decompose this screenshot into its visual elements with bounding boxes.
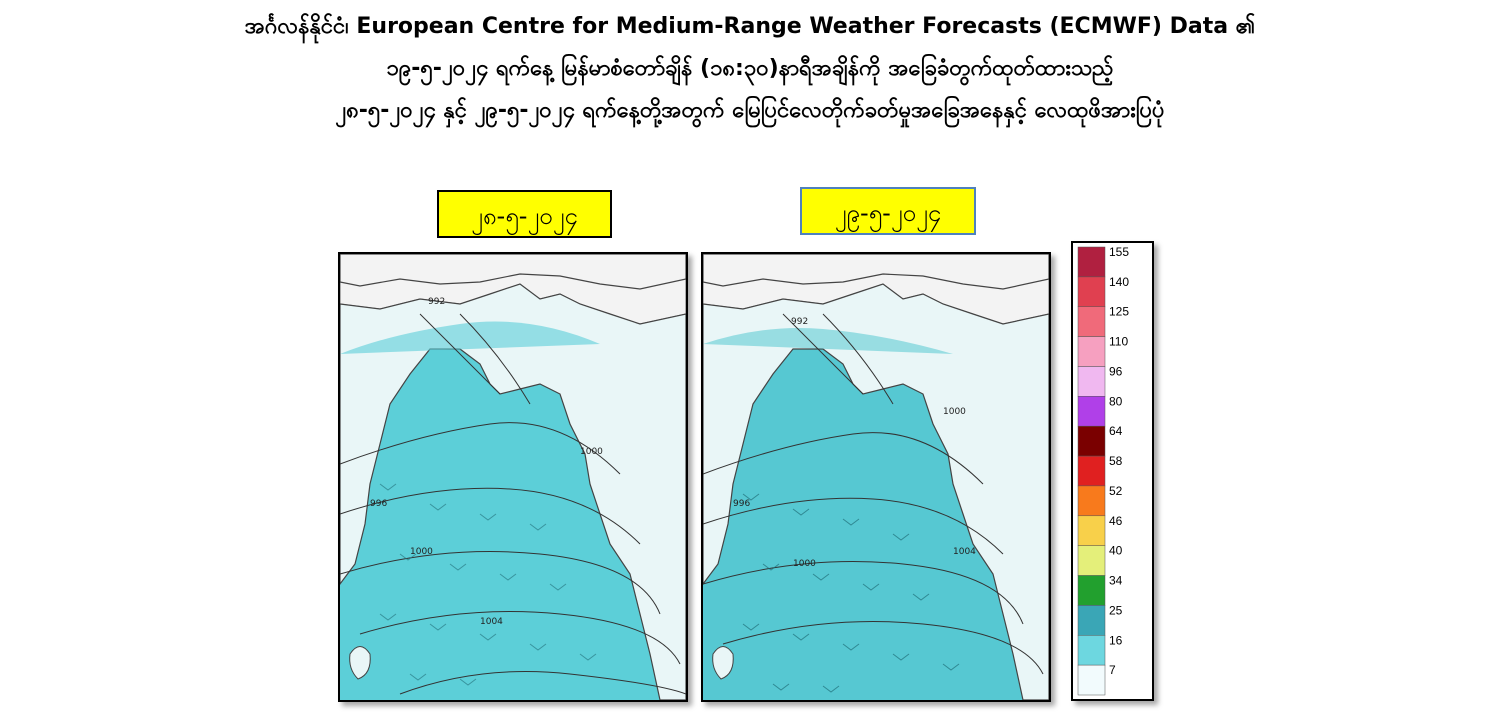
terrain-contours xyxy=(703,254,1049,290)
date-label-left: ၂၈-၅-၂၀၂၄ xyxy=(437,190,612,238)
legend-label: 7 xyxy=(1109,663,1116,677)
legend-label: 58 xyxy=(1109,454,1123,468)
legend-swatch xyxy=(1077,366,1106,397)
legend-swatch xyxy=(1077,605,1106,636)
isobar-label: 992 xyxy=(791,317,808,327)
isobar-label: 1000 xyxy=(943,407,966,417)
wind-barbs xyxy=(742,493,960,693)
legend-swatch xyxy=(1077,664,1106,696)
legend-label: 64 xyxy=(1109,424,1123,438)
legend-label: 125 xyxy=(1109,305,1129,319)
legend-swatch xyxy=(1077,575,1106,606)
legend-label: 140 xyxy=(1109,275,1129,289)
land-moisture-patch xyxy=(340,321,600,354)
title-line-1: အင်္ဂလန်နိုင်ငံ၊ European Centre for Med… xyxy=(244,14,1256,39)
legend-label: 110 xyxy=(1109,335,1128,349)
title-line-3: ၂၈-၅-၂၀၂၄ နှင့် ၂၉-၅-၂၀၂၄ ရက်နေ့တို့အတွက… xyxy=(335,98,1165,123)
legend-label: 34 xyxy=(1109,574,1123,588)
land-sri-lanka xyxy=(712,646,734,680)
wind-speed-legend: 155 140 125 110 96 80 64 58 52 46 40 34 25 16 7 xyxy=(1071,241,1154,701)
legend-label: 52 xyxy=(1109,484,1123,498)
legend-swatch xyxy=(1077,455,1106,487)
legend-swatch xyxy=(1077,545,1106,576)
legend-label: 155 xyxy=(1109,245,1129,259)
isobar-label: 1004 xyxy=(480,617,503,627)
legend-swatch xyxy=(1077,276,1106,308)
legend-label: 16 xyxy=(1109,633,1123,647)
legend-swatch xyxy=(1077,425,1106,457)
isobar-label: 1000 xyxy=(580,447,603,457)
legend-svg: 155 140 125 110 96 80 64 58 52 46 40 34 25 16 7 xyxy=(1077,245,1129,696)
isobar-label: 1000 xyxy=(793,559,816,569)
forecast-map-left: 992 996 1000 1004 1000 xyxy=(338,252,688,702)
wind-barbs xyxy=(379,483,597,686)
land-mass xyxy=(340,283,686,700)
legend-label: 80 xyxy=(1109,394,1123,408)
legend-swatch xyxy=(1077,306,1106,337)
chart-title: အင်္ဂလန်နိုင်ငံ၊ European Centre for Med… xyxy=(0,6,1500,132)
title-line-2: ၁၉-၅-၂၀၂၄ ရက်နေ့ မြန်မာစံတော်ချိန် (၁၈:၃… xyxy=(386,56,1114,81)
land-mass xyxy=(703,283,1049,700)
land-sri-lanka xyxy=(349,646,371,680)
legend-label: 96 xyxy=(1109,365,1123,379)
isobar-label: 996 xyxy=(733,499,750,509)
legend-label: 40 xyxy=(1109,544,1123,558)
isobar-label: 1000 xyxy=(410,547,433,557)
legend-swatch xyxy=(1077,246,1106,278)
legend-label: 25 xyxy=(1109,603,1123,617)
legend-swatch xyxy=(1077,485,1106,517)
terrain-contours xyxy=(340,254,686,290)
isobar-label: 992 xyxy=(428,297,445,307)
map-svg-right: 992 996 1000 1004 1000 xyxy=(703,254,1049,700)
isobar-lines xyxy=(340,313,686,695)
forecast-map-right: 992 996 1000 1004 1000 xyxy=(701,252,1051,702)
legend-swatch xyxy=(1077,515,1106,546)
legend-swatch xyxy=(1077,635,1106,666)
legend-label: 46 xyxy=(1109,514,1123,528)
isobar-lines xyxy=(703,313,1044,675)
isobar-label: 996 xyxy=(370,499,387,509)
legend-swatch xyxy=(1077,336,1106,367)
map-svg-left: 992 996 1000 1004 1000 xyxy=(340,254,686,700)
land-moisture-patch xyxy=(703,328,953,354)
date-label-right: ၂၉-၅-၂၀၂၄ xyxy=(800,187,976,235)
isobar-label: 1004 xyxy=(953,547,976,557)
legend-swatch xyxy=(1077,396,1106,427)
